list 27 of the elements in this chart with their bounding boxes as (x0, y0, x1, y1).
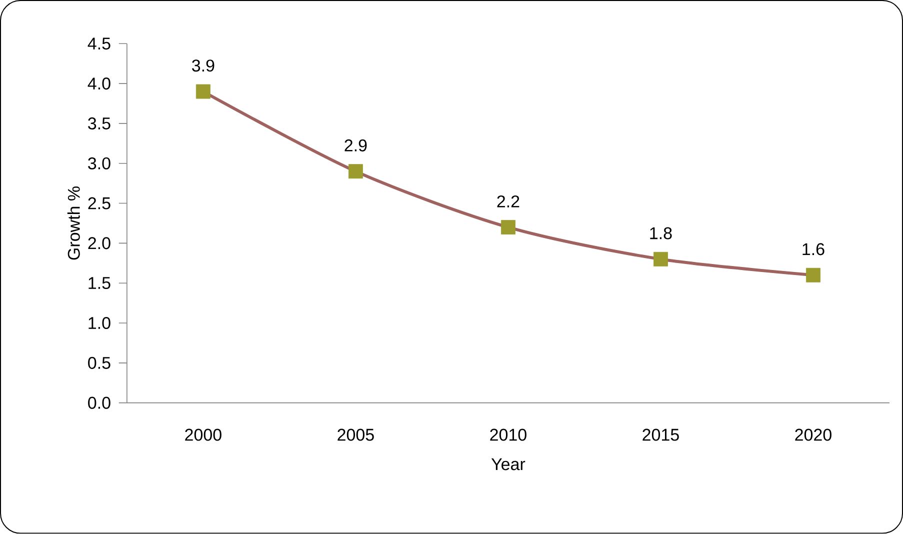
point (806, 268, 820, 282)
y-tick-label: 1.0 (88, 317, 110, 330)
y-axis-title: Growth % (67, 186, 80, 260)
y-tick-label: 2.0 (88, 237, 110, 250)
data-label: 2.9 (344, 140, 367, 152)
x-tick-label: 2000 (185, 428, 222, 441)
x-tick-label: 2020 (795, 428, 832, 441)
y-tick-label: 4.5 (88, 38, 110, 50)
x-tick-label: 2005 (338, 428, 374, 441)
x-axis-title: Year (491, 458, 526, 470)
data-label: 3.9 (192, 60, 214, 72)
data-label: 1.8 (650, 227, 672, 240)
point (348, 164, 363, 179)
x-tick-label: 2010 (490, 428, 526, 441)
data-label: 1.6 (802, 243, 824, 256)
y-tick-label: 0.5 (88, 357, 110, 370)
y-tick-label: 4.0 (88, 78, 110, 90)
y-tick-label: 3.5 (88, 118, 110, 130)
y-tick-label: 1.5 (88, 277, 110, 290)
x-tick-label: 2015 (642, 428, 679, 441)
point (196, 84, 210, 99)
y-tick-label: 2.5 (88, 197, 110, 210)
point (653, 252, 668, 266)
point (500, 220, 516, 235)
y-tick-label: 3.0 (88, 157, 110, 170)
y-tick-label: 0.0 (88, 396, 110, 409)
data-label: 2.2 (497, 196, 520, 208)
